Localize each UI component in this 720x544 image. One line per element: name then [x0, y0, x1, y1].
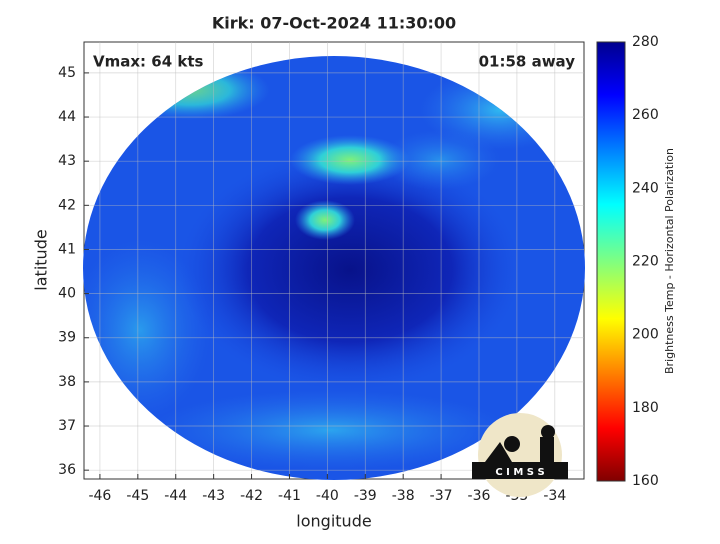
x-tick-label: -34	[543, 488, 566, 504]
logo-text: C I M S S	[495, 467, 544, 478]
colorbar-tick-label: 180	[632, 400, 659, 416]
y-tick-label: 43	[58, 153, 76, 169]
y-tick-label: 36	[58, 462, 76, 478]
colorbar-tick-label: 280	[632, 34, 659, 50]
annotation: 01:58 away	[479, 53, 576, 71]
satellite-image	[83, 56, 585, 480]
colorbar-label: Brightness Temp - Horizontal Polarizatio…	[663, 148, 676, 374]
y-tick-label: 44	[58, 109, 76, 125]
colorbar-tick-label: 160	[632, 473, 659, 489]
logo: C I M S S	[472, 413, 568, 497]
x-tick-label: -38	[392, 488, 415, 504]
y-tick-label: 42	[58, 197, 76, 213]
x-axis-label: longitude	[296, 512, 371, 531]
x-tick-label: -40	[316, 488, 339, 504]
y-tick-label: 41	[58, 241, 76, 257]
colorbar	[596, 41, 626, 482]
y-tick-label: 38	[58, 374, 76, 390]
colorbar-tick-label: 260	[632, 107, 659, 123]
y-axis-label: latitude	[32, 229, 51, 290]
y-tick-label: 37	[58, 418, 76, 434]
colorbar-tick-label: 200	[632, 327, 659, 343]
x-tick-label: -43	[202, 488, 225, 504]
colorbar-tick-label: 240	[632, 180, 659, 196]
colorbar-tick-label: 220	[632, 254, 659, 270]
x-tick-label: -37	[430, 488, 453, 504]
annotation: Vmax: 64 kts	[93, 53, 203, 71]
x-tick-label: -46	[88, 488, 111, 504]
x-tick-label: -44	[164, 488, 187, 504]
y-tick-label: 39	[58, 330, 76, 346]
y-tick-label: 40	[58, 286, 76, 302]
x-tick-label: -42	[240, 488, 263, 504]
chart-title: Kirk: 07-Oct-2024 11:30:00	[212, 14, 456, 33]
y-tick-label: 45	[58, 65, 76, 81]
x-tick-label: -39	[354, 488, 377, 504]
x-tick-label: -45	[126, 488, 149, 504]
x-tick-label: -41	[278, 488, 301, 504]
x-tick-label: -36	[468, 488, 491, 504]
